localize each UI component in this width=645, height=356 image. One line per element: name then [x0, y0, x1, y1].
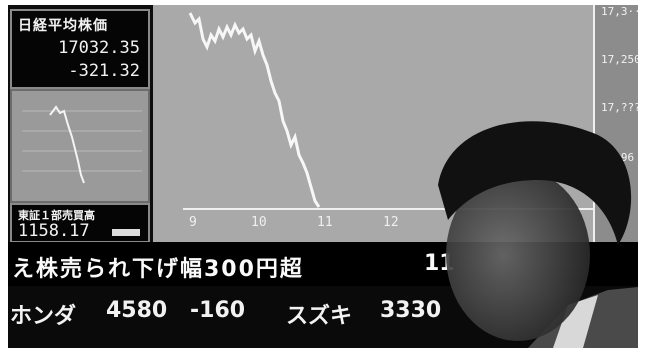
mini-chart-svg: [22, 105, 142, 184]
stock-1-change: -160: [190, 298, 246, 323]
mini-chart-line: [49, 105, 85, 184]
main-chart-line: [188, 12, 321, 208]
y-label-2: 17,250: [601, 53, 638, 66]
x-label-12: 12: [383, 215, 399, 230]
x-label-11: 11: [317, 215, 333, 230]
y-label-3: 17,???: [601, 101, 638, 114]
photo: 日経平均株価 17032.35 -321.32 東証１部売買高 1158.17 …: [8, 5, 638, 348]
volume-box: 東証１部売買高 1158.17: [10, 203, 150, 243]
index-value: 17032.35: [58, 38, 140, 58]
x-label-9: 9: [189, 215, 197, 230]
volume-unit-tag: [112, 229, 140, 236]
stock-1-price: 4580: [106, 298, 168, 323]
x-label-10: 10: [251, 215, 267, 230]
headline-text: え株売られ下げ幅300円超: [12, 257, 304, 282]
mini-chart: [10, 89, 150, 203]
person-silhouette: [438, 121, 638, 348]
volume-value: 1158.17: [18, 221, 90, 241]
index-change: -321.32: [68, 61, 140, 81]
left-panel: 日経平均株価 17032.35 -321.32 東証１部売買高 1158.17: [8, 5, 153, 243]
stock-2-name: スズキ: [286, 304, 353, 329]
person-collar: [553, 295, 598, 348]
index-label: 日経平均株価: [18, 18, 108, 34]
y-label-1: 17,3··: [601, 5, 638, 18]
person-face: [446, 169, 590, 341]
person-hair: [438, 121, 632, 245]
volume-label: 東証１部売買高: [18, 209, 95, 222]
nikkei-index-box: 日経平均株価 17032.35 -321.32: [10, 9, 150, 89]
stock-2-price: 3330: [380, 298, 442, 323]
stock-1-name: ホンダ: [10, 304, 77, 329]
